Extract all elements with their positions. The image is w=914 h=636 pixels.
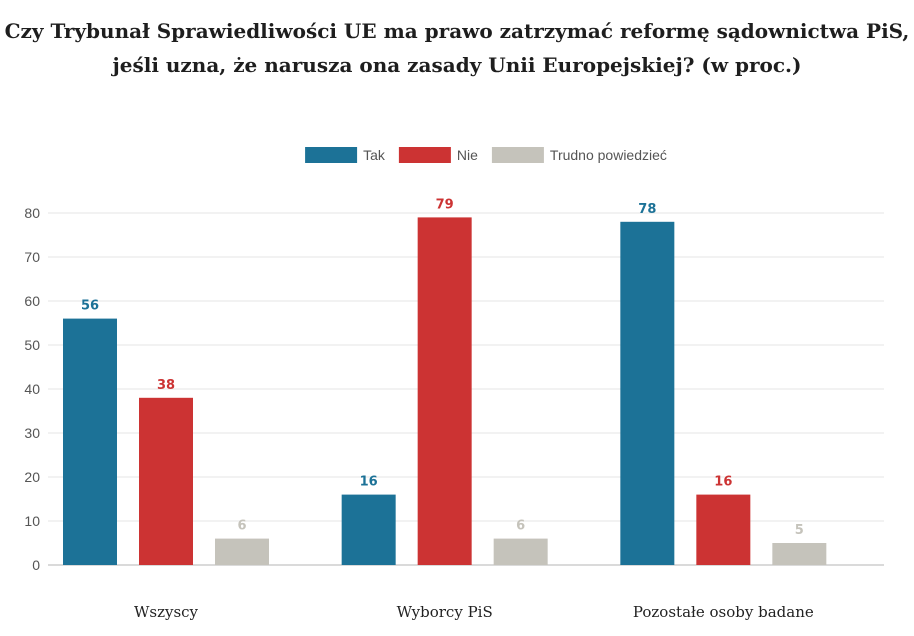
bar-2-tak (341, 494, 396, 565)
y-tick-label-0: 0 (32, 557, 40, 573)
bar-2-trudno-powiedzieć (493, 538, 548, 565)
data-label-3-2: 16 (714, 475, 732, 490)
data-label-3-3: 5 (795, 523, 804, 538)
bar-1-nie (139, 397, 193, 565)
legend-swatch-1 (305, 147, 358, 163)
chart-title-line-1: Czy Trybunał Sprawiedliwości UE ma prawo… (4, 19, 910, 43)
data-label-2-3: 6 (516, 519, 525, 534)
data-label-1-1: 56 (81, 299, 99, 314)
bar-3-nie (696, 494, 751, 565)
legend-item-3: Trudno powiedzieć (491, 147, 667, 163)
bar-3-trudno-powiedzieć (772, 543, 827, 565)
bar-1-tak (63, 318, 117, 565)
legend-label-1: Tak (363, 147, 386, 163)
legend-swatch-2 (398, 147, 451, 163)
y-tick-label-40: 40 (24, 381, 40, 397)
legend: Tak Nie Trudno powiedzieć (305, 147, 667, 163)
bar-2-nie (417, 217, 472, 565)
y-tick-label-60: 60 (24, 293, 40, 309)
y-tick-label-50: 50 (24, 337, 40, 353)
data-label-1-3: 6 (237, 519, 246, 534)
bar-1-trudno-powiedzieć (215, 538, 269, 565)
legend-item-2: Nie (398, 147, 478, 163)
legend-label-3: Trudno powiedzieć (550, 147, 667, 163)
chart-title: Czy Trybunał Sprawiedliwości UE ma prawo… (0, 14, 914, 82)
x-category-label-2: Wyborcy PiS (397, 603, 493, 621)
data-label-1-2: 38 (157, 378, 175, 393)
data-label-3-1: 78 (638, 202, 656, 217)
y-tick-label-20: 20 (24, 469, 40, 485)
y-tick-label-80: 80 (24, 205, 40, 221)
y-tick-label-70: 70 (24, 249, 40, 265)
bar-3-tak (620, 221, 675, 566)
y-axis: 0 10 20 30 40 50 60 70 80 (24, 205, 40, 573)
chart-title-line-2: jeśli uzna, że narusza ona zasady Unii E… (112, 53, 802, 77)
legend-item-1: Tak (305, 147, 386, 163)
data-labels: 56 38 6 16 79 6 78 16 5 (81, 197, 804, 538)
x-axis: Wszyscy Wyborcy PiS Pozostałe osoby badane (134, 603, 814, 621)
x-category-label-1: Wszyscy (134, 603, 199, 621)
y-tick-label-30: 30 (24, 425, 40, 441)
data-label-2-1: 16 (360, 475, 378, 490)
data-label-2-2: 79 (436, 197, 454, 212)
y-tick-label-10: 10 (24, 513, 40, 529)
x-category-label-3: Pozostałe osoby badane (633, 603, 814, 621)
legend-swatch-3 (491, 147, 544, 163)
bars (63, 217, 827, 566)
legend-label-2: Nie (457, 147, 478, 163)
